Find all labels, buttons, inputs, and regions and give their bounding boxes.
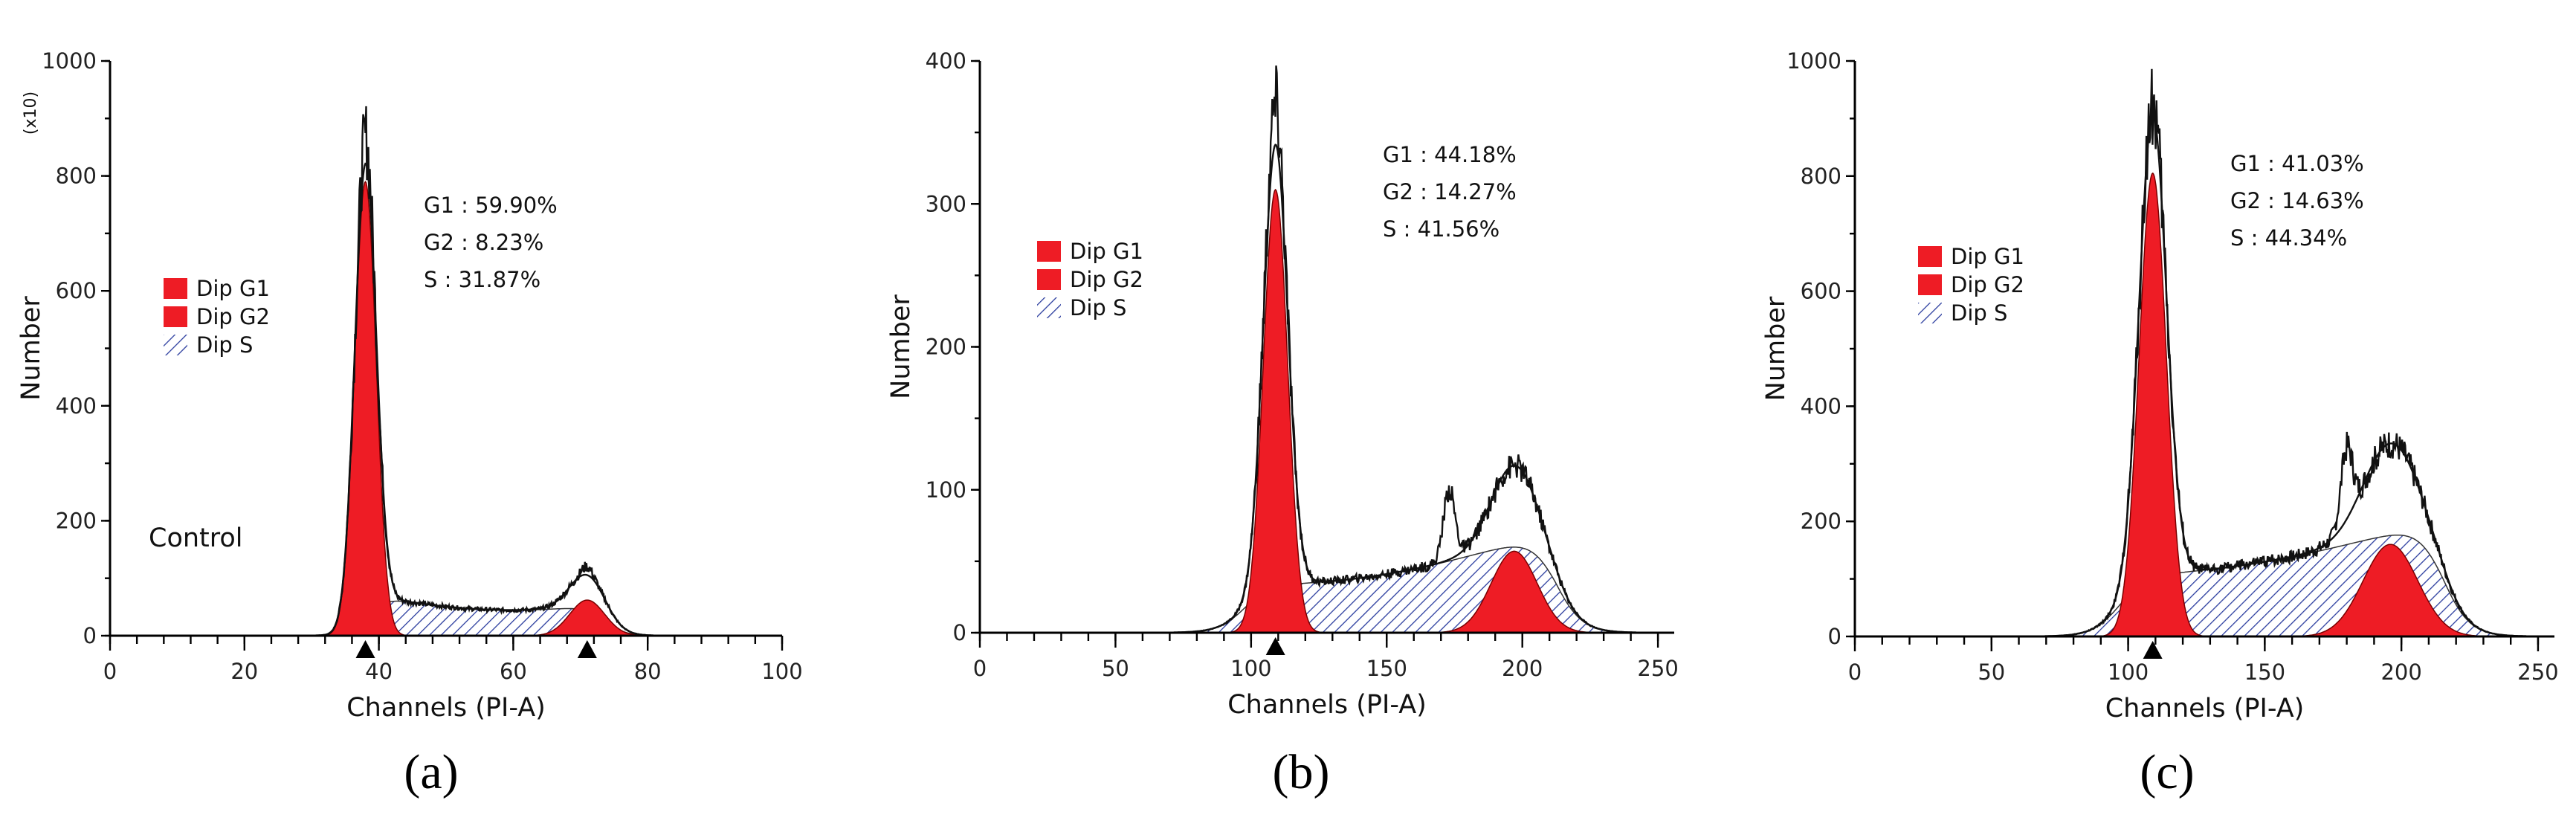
legend-red-square-icon	[1037, 241, 1061, 262]
y-tick-label: 200	[1801, 509, 1841, 534]
y-tick-label: 600	[1801, 279, 1841, 304]
histogram-data-curve	[1855, 68, 2554, 638]
x-axis-title: Channels (PI-A)	[2105, 694, 2305, 723]
y-tick-label: 200	[926, 335, 966, 360]
g1-peak-area	[311, 180, 419, 636]
y-tick-label: 0	[1828, 624, 1841, 649]
chart-panel-c: 0 200 400 600 800 1000 0 50 100 150 200 250 Channels…	[1761, 48, 2559, 799]
legend-red-square-icon	[1918, 274, 1942, 295]
y-tick-label: 0	[83, 623, 97, 648]
x-tick-label: 50	[1102, 656, 1129, 681]
legend-label: Dip G1	[1070, 239, 1143, 264]
y-tick-label: 100	[926, 477, 966, 503]
s-phase-area	[980, 546, 1674, 633]
y-tick-label: 200	[56, 508, 97, 533]
model-fit-curve	[980, 143, 1674, 634]
x-tick-label: 40	[365, 659, 393, 684]
y-tick-label: 600	[56, 278, 97, 303]
x-tick-label: 20	[230, 659, 258, 684]
percentage-stat: S : 31.87%	[424, 267, 540, 292]
y-axis-title: Number	[1761, 296, 1791, 401]
x-tick-label: 100	[761, 659, 802, 684]
g1-peak-area	[1214, 188, 1337, 633]
peak-marker-icon	[355, 640, 375, 658]
legend-hatched-square-icon	[164, 335, 187, 355]
percentage-stat: G1 : 44.18%	[1383, 142, 1517, 167]
legend-label: Dip G2	[1951, 272, 2024, 297]
histogram-data-curve	[110, 106, 782, 637]
y-tick-label: 400	[1801, 393, 1841, 419]
y-tick-label: 800	[56, 164, 97, 189]
legend-label: Dip G1	[196, 276, 270, 301]
legend-red-square-icon	[164, 278, 187, 299]
percentage-stat: S : 44.34%	[2230, 225, 2347, 251]
panel-label: (a)	[404, 745, 458, 799]
legend-hatched-square-icon	[1037, 297, 1061, 318]
y-tick-label: 400	[56, 393, 97, 419]
percentage-stat: G1 : 41.03%	[2230, 151, 2364, 176]
x-tick-label: 100	[1230, 656, 1271, 681]
model-fit-curve	[1855, 114, 2554, 638]
x-axis-title: Channels (PI-A)	[1227, 690, 1427, 720]
chart-panel-a: 0 200 400 600 800 1000 0 20 40 60 80 100 Channels (P…	[16, 48, 803, 799]
x-tick-label: 150	[1366, 656, 1407, 681]
panel-label: (c)	[2140, 745, 2194, 799]
peak-marker-icon	[2143, 641, 2163, 659]
percentage-stat: G2 : 14.27%	[1383, 179, 1517, 204]
legend-red-square-icon	[164, 306, 187, 327]
legend-label: Dip G1	[1951, 244, 2024, 269]
chart-panel-b: 0 100 200 300 400 0 50 100 150 200 250 Channels (PI…	[886, 48, 1679, 799]
y-multiplier-label: (x10)	[22, 91, 40, 135]
y-tick-label: 1000	[1786, 48, 1841, 74]
x-tick-label: 0	[103, 659, 117, 684]
control-annotation: Control	[149, 523, 243, 553]
y-tick-label: 400	[926, 48, 966, 74]
x-tick-label: 200	[1502, 656, 1543, 681]
legend-label: Dip G2	[1070, 267, 1143, 292]
x-tick-label: 50	[1978, 660, 2005, 685]
percentage-stat: S : 41.56%	[1383, 216, 1500, 242]
x-tick-label: 250	[2517, 660, 2558, 685]
x-tick-label: 60	[500, 659, 527, 684]
y-tick-label: 0	[953, 620, 966, 645]
legend-red-square-icon	[1037, 269, 1061, 290]
y-tick-label: 1000	[42, 48, 97, 74]
g1-peak-area	[2084, 172, 2221, 637]
y-axis-title: Number	[16, 296, 46, 401]
y-tick-label: 800	[1801, 164, 1841, 189]
x-tick-label: 0	[973, 656, 987, 681]
x-tick-label: 80	[634, 659, 662, 684]
y-axis-title: Number	[886, 294, 916, 399]
x-tick-label: 100	[2108, 660, 2149, 685]
panel-label: (b)	[1273, 745, 1330, 799]
x-axis-title: Channels (PI-A)	[346, 693, 546, 723]
legend-label: Dip S	[1951, 300, 2007, 326]
peak-marker-icon	[1265, 637, 1285, 655]
percentage-stat: G2 : 8.23%	[424, 230, 543, 255]
legend-label: Dip S	[196, 332, 253, 358]
histogram-data-curve	[980, 65, 1674, 634]
legend-red-square-icon	[1918, 246, 1942, 267]
y-tick-label: 300	[926, 191, 966, 216]
x-tick-label: 250	[1637, 656, 1678, 681]
x-tick-label: 150	[2244, 660, 2285, 685]
percentage-stat: G1 : 59.90%	[424, 193, 558, 218]
percentage-stat: G2 : 14.63%	[2230, 188, 2364, 213]
legend-label: Dip G2	[196, 304, 270, 329]
legend-label: Dip S	[1070, 295, 1126, 320]
peak-marker-icon	[577, 640, 597, 658]
x-tick-label: 0	[1848, 660, 1862, 685]
x-tick-label: 200	[2380, 660, 2421, 685]
legend-hatched-square-icon	[1918, 303, 1942, 323]
